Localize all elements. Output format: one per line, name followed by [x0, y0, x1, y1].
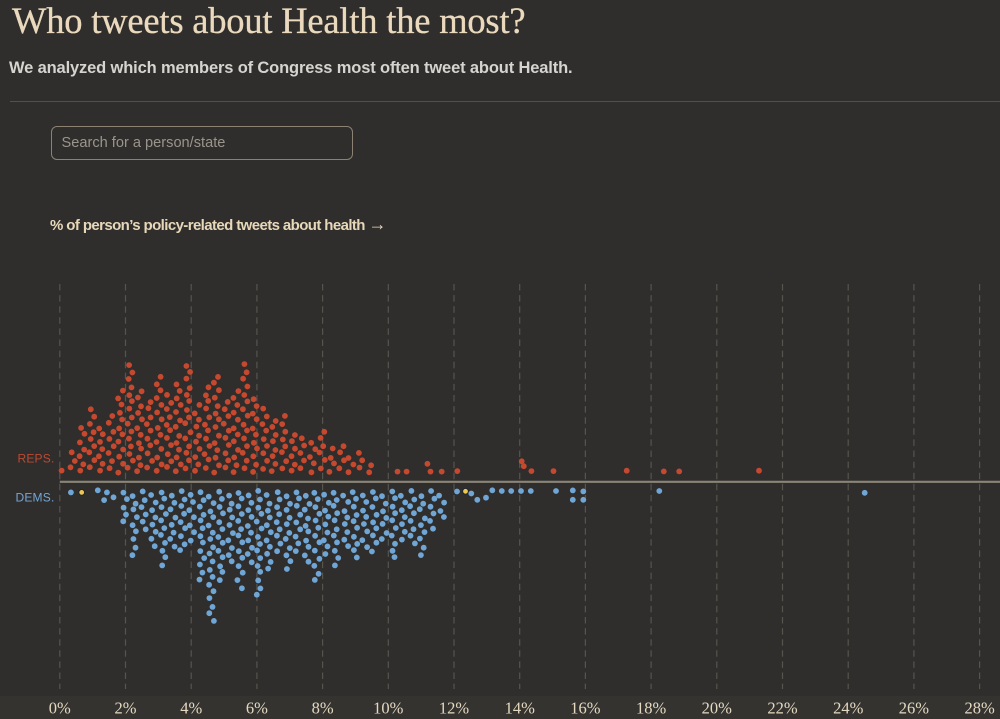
svg-text:DEMS.: DEMS.	[15, 491, 54, 505]
svg-text:16%: 16%	[570, 699, 601, 718]
svg-text:18%: 18%	[636, 699, 667, 718]
svg-text:10%: 10%	[373, 699, 404, 718]
svg-text:22%: 22%	[767, 699, 798, 718]
svg-text:26%: 26%	[899, 699, 930, 718]
svg-text:4%: 4%	[180, 699, 202, 718]
svg-text:20%: 20%	[702, 699, 733, 718]
svg-text:0%: 0%	[49, 699, 71, 718]
svg-text:12%: 12%	[439, 699, 470, 718]
svg-text:14%: 14%	[505, 699, 536, 718]
svg-text:2%: 2%	[115, 699, 137, 718]
svg-text:28%: 28%	[964, 699, 995, 718]
svg-text:8%: 8%	[312, 699, 334, 718]
svg-text:REPS.: REPS.	[17, 451, 54, 465]
svg-text:24%: 24%	[833, 699, 864, 718]
svg-text:6%: 6%	[246, 699, 268, 718]
